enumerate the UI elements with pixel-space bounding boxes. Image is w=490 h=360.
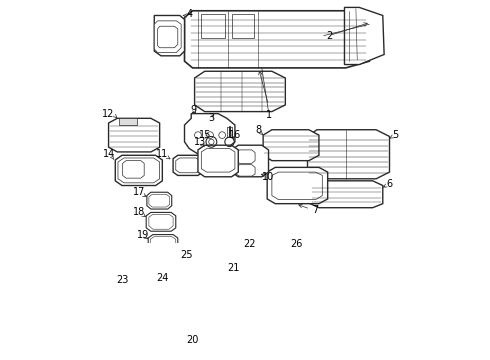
Polygon shape	[232, 145, 269, 177]
Text: 11: 11	[156, 149, 169, 159]
Text: 6: 6	[387, 179, 392, 189]
Text: 20: 20	[186, 335, 199, 345]
Text: 15: 15	[198, 130, 211, 140]
Polygon shape	[308, 130, 390, 179]
Polygon shape	[149, 194, 170, 207]
Text: 1: 1	[266, 110, 271, 120]
Polygon shape	[148, 235, 178, 251]
Polygon shape	[263, 130, 319, 161]
Polygon shape	[118, 158, 160, 183]
Text: 7: 7	[313, 206, 318, 215]
Polygon shape	[176, 158, 200, 173]
Text: 10: 10	[263, 172, 275, 182]
Text: 3: 3	[208, 113, 215, 123]
Text: 19: 19	[137, 230, 149, 240]
Polygon shape	[185, 11, 369, 68]
Polygon shape	[201, 149, 235, 172]
Text: 16: 16	[229, 130, 241, 140]
Polygon shape	[185, 114, 235, 154]
Text: 8: 8	[255, 125, 262, 135]
Polygon shape	[310, 181, 383, 208]
Polygon shape	[150, 237, 176, 249]
Text: 13: 13	[194, 137, 206, 147]
Text: 5: 5	[392, 130, 398, 140]
Polygon shape	[272, 172, 322, 200]
Polygon shape	[149, 215, 173, 229]
Polygon shape	[154, 21, 181, 53]
Polygon shape	[171, 263, 236, 293]
Polygon shape	[256, 248, 285, 268]
Polygon shape	[115, 155, 162, 185]
Text: 24: 24	[156, 273, 169, 283]
Polygon shape	[232, 14, 254, 38]
Polygon shape	[182, 260, 216, 286]
Polygon shape	[201, 14, 225, 38]
Text: 25: 25	[180, 250, 193, 260]
Polygon shape	[157, 283, 187, 300]
Polygon shape	[173, 155, 203, 175]
Polygon shape	[267, 167, 328, 204]
Polygon shape	[195, 71, 285, 112]
Text: 18: 18	[133, 207, 145, 217]
Text: 21: 21	[227, 263, 240, 273]
Polygon shape	[154, 15, 185, 56]
Text: 22: 22	[244, 239, 256, 249]
Polygon shape	[146, 212, 176, 231]
Polygon shape	[236, 165, 255, 176]
Polygon shape	[236, 150, 255, 163]
Text: 26: 26	[291, 239, 303, 249]
Text: 9: 9	[190, 104, 196, 114]
Polygon shape	[122, 161, 144, 178]
Polygon shape	[198, 145, 238, 177]
Polygon shape	[146, 290, 243, 337]
Text: 14: 14	[103, 149, 115, 159]
Polygon shape	[344, 8, 384, 64]
Polygon shape	[150, 293, 239, 334]
Polygon shape	[129, 280, 162, 300]
Text: 2: 2	[326, 31, 332, 41]
Text: 4: 4	[186, 9, 192, 19]
Text: 17: 17	[133, 187, 145, 197]
Polygon shape	[119, 118, 138, 125]
Text: 12: 12	[102, 109, 115, 118]
Polygon shape	[158, 26, 178, 48]
Polygon shape	[109, 118, 160, 152]
Polygon shape	[147, 192, 172, 209]
Text: 23: 23	[116, 275, 128, 285]
